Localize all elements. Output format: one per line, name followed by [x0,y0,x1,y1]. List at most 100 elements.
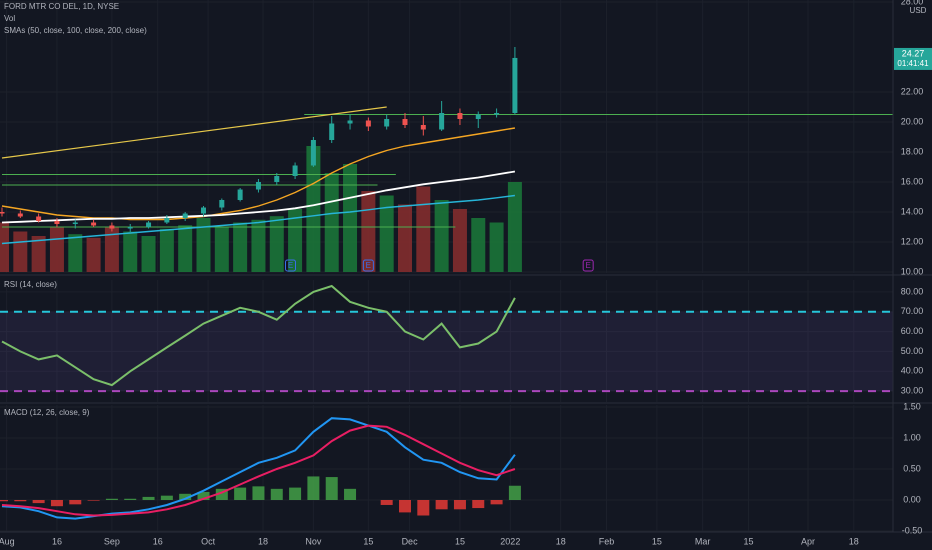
candle-body [402,119,408,125]
volume-bar [251,219,266,272]
volume-legend: Vol [4,14,15,23]
x-tick-label: 18 [556,536,566,546]
x-tick-label: 15 [743,536,753,546]
candle-body [384,119,390,127]
histogram-bar [380,500,393,505]
histogram-bar [105,498,118,500]
histogram-bar [215,488,228,500]
candle-body [420,125,426,130]
x-tick-label: Oct [201,536,216,546]
price-tag [894,47,932,70]
x-tick-label: 15 [455,536,465,546]
line-series [1,424,516,517]
line-series [1,127,516,221]
x-tick-label: 16 [153,536,163,546]
candle-body [274,176,280,182]
volume-bar [233,222,248,272]
volume-bar [104,227,119,272]
volume-bar [68,234,83,272]
histogram-bar [50,500,63,507]
y-tick-label: 80.00 [901,286,924,296]
y-tick-label: 16.00 [901,176,924,186]
candle-body [109,225,115,229]
volume-bar [0,222,9,272]
volume-bar [507,182,522,272]
rsi-legend: RSI (14, close) [4,280,57,289]
candle-body [0,212,5,214]
x-tick-label: 15 [652,536,662,546]
y-tick-label: 0.50 [903,463,921,473]
y-tick-label: -0.50 [902,525,923,535]
volume-bar [324,173,339,272]
histogram-bar [87,500,100,501]
volume-bar [416,186,431,272]
event-marker [582,259,594,272]
histogram-bar [69,500,82,505]
y-tick-label: 12.00 [901,236,924,246]
y-tick-label: 50.00 [901,346,924,356]
histogram-bar [142,496,155,500]
histogram-bar [14,500,27,502]
candle-body [164,218,170,223]
candle-body [182,213,188,218]
y-tick-label: 30.00 [901,385,924,395]
histogram-bar [325,477,338,500]
y-tick-label: 70.00 [901,306,924,316]
candle-body [292,165,298,176]
candle-body [475,114,481,119]
line-series [1,194,515,245]
histogram-bar [453,500,466,510]
x-tick-label: Nov [305,536,322,546]
candle-body [54,221,60,224]
histogram-bar [472,500,485,509]
y-tick-label: 28.00 [901,0,924,6]
y-tick-label: 0.00 [903,494,921,504]
candle-body [36,216,42,221]
volume-bar [141,236,156,272]
x-tick-label: 15 [363,536,373,546]
y-tick-label: 60.00 [901,326,924,336]
y-tick-label: 18.00 [901,146,924,156]
candle-body [200,207,206,214]
candle-body [127,227,133,229]
y-tick-label: 40.00 [901,366,924,376]
histogram-bar [0,500,8,502]
volume-bar [123,231,138,272]
volume-bar [343,164,358,272]
currency: USD [910,6,927,15]
histogram-bar [197,491,210,500]
candle-body [329,123,335,140]
y-tick-label: 10.00 [901,266,924,276]
candle-body [457,113,463,119]
histogram-bar [289,487,302,500]
histogram-bar [398,500,411,513]
x-tick-label: 2022 [500,536,520,546]
event-label: E [366,261,371,270]
candle-body [310,140,316,166]
x-tick-label: Mar [695,536,711,546]
countdown: 01:41:41 [897,59,929,68]
trendline [1,106,387,159]
x-tick-label: 16 [52,536,62,546]
histogram-bar [344,488,357,500]
y-tick-label: 20.00 [901,116,924,126]
y-tick-label: 1.00 [903,432,921,442]
x-tick-label: 18 [849,536,859,546]
histogram-bar [160,495,173,500]
x-tick-label: Aug [0,536,15,546]
candle-body [255,182,261,190]
line-series [1,284,516,387]
line-series [1,417,516,520]
volume-bar [178,225,193,272]
volume-bar [214,227,229,272]
volume-bar [397,204,412,272]
volume-bar [31,236,46,272]
x-tick-label: Apr [801,536,815,546]
histogram-bar [435,500,448,510]
x-tick-label: Sep [104,536,120,546]
symbol-title: FORD MTR CO DEL, 1D, NYSE [4,2,119,11]
candle-body [146,222,152,227]
